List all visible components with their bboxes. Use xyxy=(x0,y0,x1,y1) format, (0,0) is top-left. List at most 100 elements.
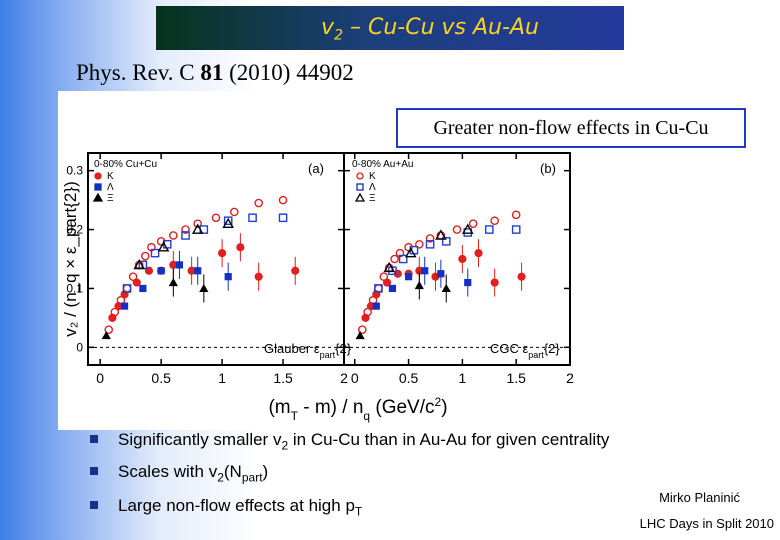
x-tick-label: 1.5 xyxy=(506,370,526,386)
data-point xyxy=(140,251,150,261)
legend-label: Λ xyxy=(369,182,376,193)
bullet-square-icon xyxy=(90,434,98,443)
legend-marker xyxy=(94,183,102,191)
data-point xyxy=(223,216,233,226)
data-point xyxy=(357,325,367,334)
legend-marker xyxy=(92,192,104,202)
data-point xyxy=(120,302,129,310)
panel-label: (a) xyxy=(308,161,324,176)
x-tick-label: 1 xyxy=(458,370,466,386)
data-point xyxy=(278,195,288,205)
bullet-square-icon xyxy=(90,500,98,509)
data-point xyxy=(425,234,435,243)
legend-label: Ξ xyxy=(369,193,376,204)
data-point xyxy=(361,313,370,322)
bullet-2-sub2: part xyxy=(241,470,263,485)
data-point xyxy=(468,219,478,228)
x-tick-label: 1.5 xyxy=(273,370,293,386)
data-point xyxy=(398,254,408,264)
panel-frame xyxy=(87,152,345,366)
bullet-1-rest: in Cu-Cu than in Au-Au for given central… xyxy=(288,430,610,449)
legend-marker xyxy=(356,172,364,180)
data-point xyxy=(372,302,380,310)
data-point xyxy=(382,278,392,287)
data-point xyxy=(390,254,399,264)
x-tick-label: 0.5 xyxy=(399,370,419,386)
y-tick-label: 0 xyxy=(76,340,83,354)
data-point xyxy=(101,330,111,340)
y-tick-label: 0.2 xyxy=(66,223,83,237)
bullet-square-icon xyxy=(90,466,98,475)
legend-header: 0-80% Au+Au xyxy=(352,159,413,170)
reference-volume: 81 xyxy=(200,60,224,85)
title-rest: – Cu-Cu vs Au-Au xyxy=(343,15,539,40)
x-tick-label: 0 xyxy=(351,370,359,386)
data-point xyxy=(461,223,474,234)
bullet-item-2: Scales with v2(Npart) xyxy=(90,462,268,484)
y-tick-label: 0.1 xyxy=(66,281,83,295)
bullet-item-3: Large non-flow effects at high pT xyxy=(90,496,362,518)
data-point xyxy=(181,225,190,234)
data-point xyxy=(511,225,521,234)
legend-header: 0-80% Cu+Cu xyxy=(94,159,157,170)
data-point xyxy=(425,239,435,249)
legend-marker xyxy=(94,172,102,180)
data-point xyxy=(415,239,424,249)
bullet-1-sub: 2 xyxy=(281,438,289,453)
data-point xyxy=(374,284,383,293)
data-point xyxy=(452,225,462,234)
author-name: Mirko Planinić xyxy=(659,490,740,505)
reference-journal: Phys. Rev. C xyxy=(76,60,201,85)
legend-label: K xyxy=(369,171,376,182)
data-point xyxy=(490,216,499,226)
bullet-item-1: Significantly smaller v2 in Cu-Cu than i… xyxy=(90,430,609,452)
bullet-3-text: Large non-flow effects at high p xyxy=(118,496,355,515)
x-tick-label: 1 xyxy=(218,370,226,386)
data-point xyxy=(169,231,178,240)
x-tick-label: 0 xyxy=(96,370,104,386)
title-v: v xyxy=(321,15,335,40)
x-tick-label: 2 xyxy=(566,370,574,386)
data-point xyxy=(254,198,263,208)
legend-label: Λ xyxy=(107,182,114,193)
bullet-1-text: Significantly smaller v xyxy=(118,430,282,449)
bullet-2-text: Scales with v xyxy=(118,462,218,481)
slide-title-bar: v2 – Cu-Cu vs Au-Au xyxy=(156,6,624,50)
bullet-2-mid: (N xyxy=(223,462,242,481)
panel-frame xyxy=(343,152,571,366)
data-point xyxy=(191,223,204,234)
data-point xyxy=(181,231,190,240)
data-point xyxy=(157,241,170,252)
data-point xyxy=(355,330,365,340)
data-point xyxy=(222,217,234,228)
data-point xyxy=(128,272,138,281)
data-point xyxy=(150,248,160,258)
bullet-3-sub: T xyxy=(354,504,363,519)
panel-label: (b) xyxy=(540,161,556,176)
callout-box: Greater non-flow effects in Cu-Cu xyxy=(396,108,746,148)
data-point xyxy=(404,273,413,281)
y-tick-label: 0.3 xyxy=(66,164,83,178)
data-point xyxy=(388,284,397,293)
x-axis-label: (mT - m) / nq (GeV/c2) xyxy=(268,395,447,423)
data-point xyxy=(104,325,114,334)
title-subscript: 2 xyxy=(334,27,343,44)
data-point xyxy=(511,210,521,220)
data-point xyxy=(229,207,239,217)
data-point xyxy=(108,313,117,322)
venue-label: LHC Days in Split 2010 xyxy=(639,516,774,531)
v2-scaling-chart: 0 0.5 1 1.5 200.10.20.3 (a)0-80% Cu+CuKΛΞGlau… xyxy=(61,152,574,423)
data-point xyxy=(404,247,417,258)
reference-rest: (2010) 44902 xyxy=(223,60,354,85)
data-point xyxy=(383,261,395,273)
data-point xyxy=(132,278,141,287)
data-point xyxy=(484,225,494,234)
x-tick-label: 2 xyxy=(340,370,348,386)
bullet-2-sub: 2 xyxy=(217,470,224,485)
slide-title: v2 – Cu-Cu vs Au-Au xyxy=(321,15,539,44)
y-axis-label: v₂ / (n_q × ε_part{2}) xyxy=(61,181,80,336)
data-point xyxy=(193,219,203,228)
reference: Phys. Rev. C 81 (2010) 44902 xyxy=(76,60,354,86)
